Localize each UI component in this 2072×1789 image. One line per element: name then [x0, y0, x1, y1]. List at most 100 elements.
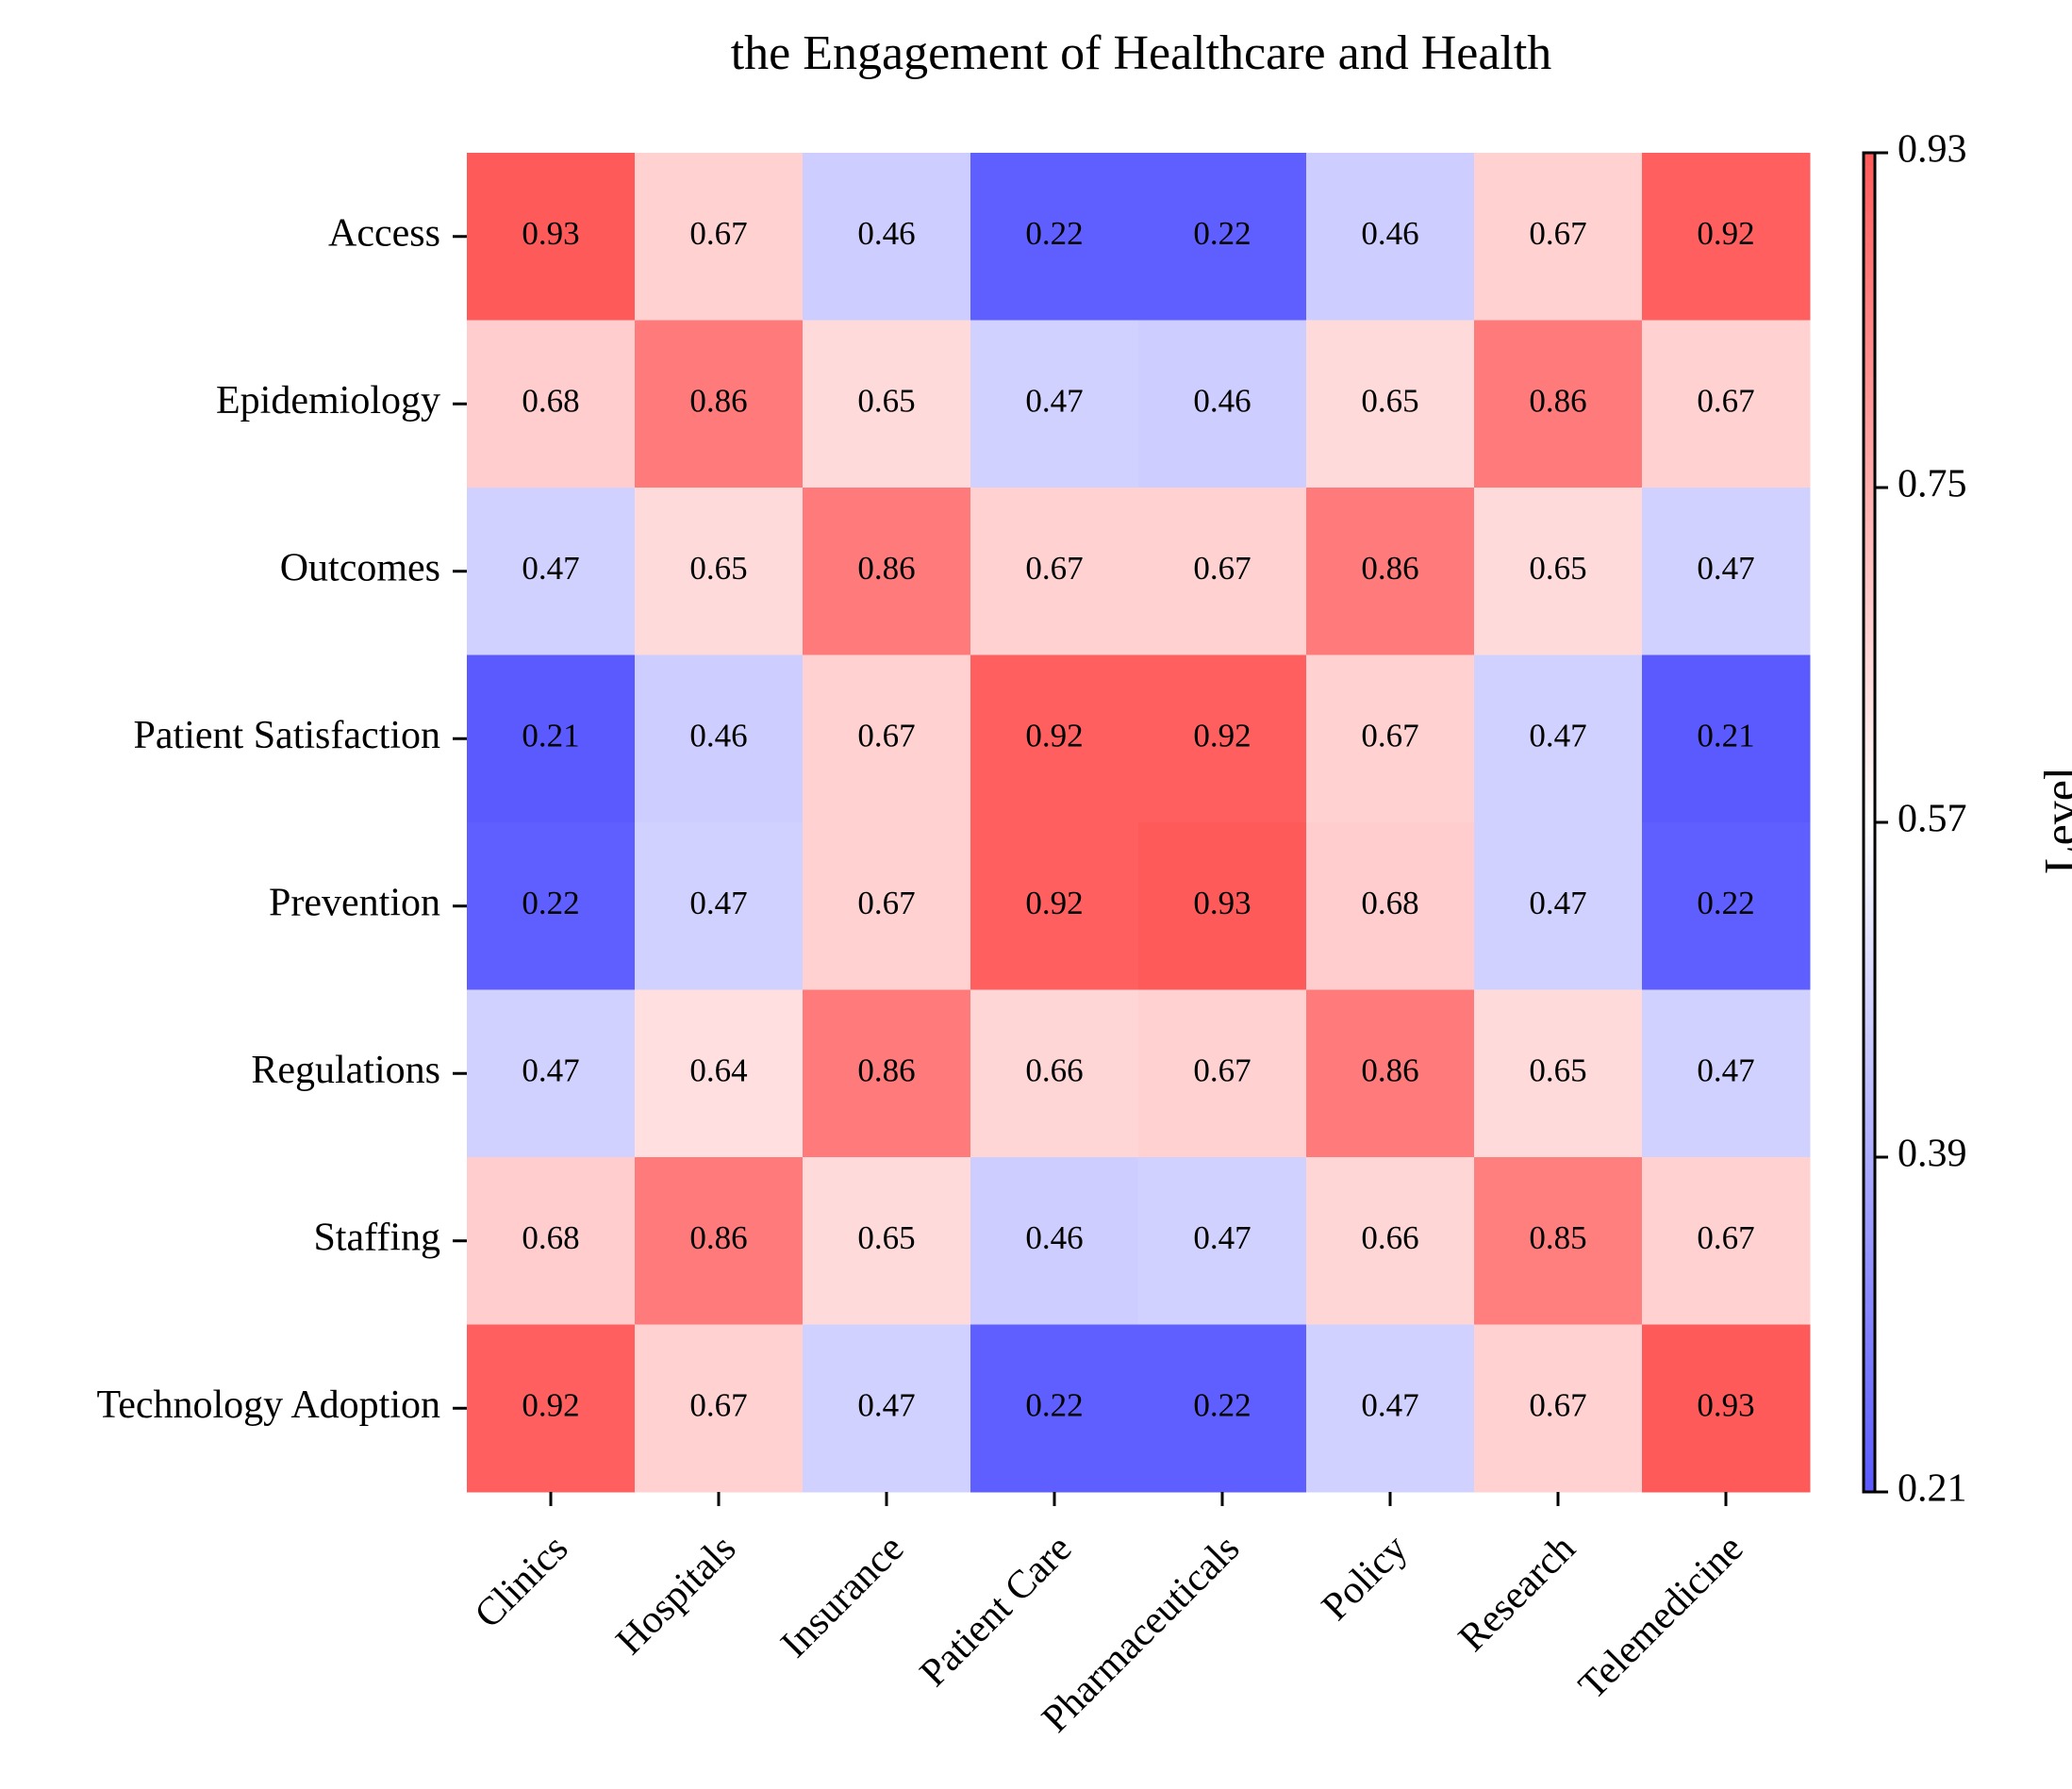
cell-value-label: 0.47	[1697, 1052, 1754, 1088]
cell-value-label: 0.46	[1361, 215, 1418, 252]
y-axis: Access Epidemiology Outcomes Patient Satisf…	[96, 211, 467, 1427]
x-tick-label: Policy	[1314, 1527, 1416, 1629]
cell-value-label: 0.47	[1529, 717, 1586, 754]
heatmap-cell	[635, 153, 804, 321]
cell-value-label: 0.64	[689, 1052, 747, 1088]
cell-value-label: 0.22	[1025, 1386, 1083, 1423]
cell-value-label: 0.86	[689, 382, 747, 419]
colorbar-label: Level	[2033, 767, 2072, 874]
heatmap-cell	[1138, 488, 1307, 655]
cell-value-label: 0.85	[1529, 1219, 1586, 1256]
cell-value-label: 0.46	[1193, 382, 1251, 419]
cell-value-label: 0.67	[1025, 550, 1083, 587]
cell-value-label: 0.68	[522, 1219, 579, 1256]
heatmap-cell	[970, 989, 1139, 1158]
heatmap-cell	[1306, 488, 1475, 655]
heatmap-cell	[970, 1157, 1139, 1325]
cell-value-label: 0.92	[1697, 215, 1754, 252]
cell-value-label: 0.65	[1529, 1052, 1586, 1088]
cell-value-label: 0.67	[1697, 1219, 1754, 1256]
heatmap-cell	[1474, 153, 1643, 321]
y-tick-label: Regulations	[251, 1049, 440, 1092]
heatmap-cell	[803, 488, 971, 655]
cell-value-label: 0.47	[522, 1052, 579, 1088]
cell-value-label: 0.47	[1697, 550, 1754, 587]
colorbar: 0.93 0.75 0.57 0.39 0.21	[1862, 128, 1967, 1511]
heatmap-cell	[1306, 822, 1475, 990]
cell-value-label: 0.67	[857, 717, 915, 754]
cell-value-label: 0.92	[522, 1386, 579, 1423]
x-axis: Clinics Hospitals Insurance Patient CarePha…	[467, 1492, 1751, 1741]
cell-value-label: 0.67	[1529, 215, 1586, 252]
heatmap-cell	[1642, 488, 1811, 655]
x-tick-label: Patient Care	[912, 1527, 1081, 1696]
heatmap-cell	[467, 153, 636, 321]
cell-value-label: 0.68	[522, 382, 579, 419]
heatmap-cell	[1642, 822, 1811, 990]
cell-value-label: 0.65	[689, 550, 747, 587]
colorbar-tick-label: 0.39	[1898, 1133, 1967, 1176]
heatmap-cell	[803, 989, 971, 1158]
cell-value-label: 0.86	[857, 550, 915, 587]
heatmap-cell	[635, 654, 804, 823]
heatmap-cell	[1474, 320, 1643, 489]
heatmap-cell	[1138, 1324, 1307, 1493]
heatmap-cell	[1642, 989, 1811, 1158]
cell-value-label: 0.92	[1193, 717, 1251, 754]
cell-value-label: 0.22	[1193, 1386, 1251, 1423]
heatmap-cell	[970, 1324, 1139, 1493]
y-tick-label: Epidemiology	[216, 379, 440, 422]
x-tick-label: Telemedicine	[1570, 1527, 1751, 1708]
cell-value-label: 0.67	[857, 885, 915, 921]
cell-value-label: 0.67	[1361, 717, 1418, 754]
heatmap-cell	[467, 1324, 636, 1493]
cell-value-label: 0.67	[1697, 382, 1754, 419]
colorbar-gradient	[1862, 151, 1877, 1494]
cell-value-label: 0.93	[1697, 1386, 1754, 1423]
heatmap-cell	[635, 1157, 804, 1325]
x-tick-label: Hospitals	[608, 1527, 745, 1664]
heatmap-cell	[467, 989, 636, 1158]
heatmap-cell	[1138, 989, 1307, 1158]
heatmap-cell	[1306, 654, 1475, 823]
cell-value-labels: 0.93 0.67 0.46 0.22 0.22 0.46 0.67 0.92 0.68 0.86…	[522, 215, 1754, 1424]
cell-value-label: 0.65	[1529, 550, 1586, 587]
heatmap-cell	[1138, 654, 1307, 823]
heatmap-cell	[803, 153, 971, 321]
cell-value-label: 0.22	[522, 885, 579, 921]
cell-value-label: 0.67	[689, 215, 747, 252]
cell-value-label: 0.92	[1025, 885, 1083, 921]
y-tick-label: Patient Satisfaction	[134, 714, 440, 757]
cell-value-label: 0.46	[689, 717, 747, 754]
cell-value-label: 0.65	[1361, 382, 1418, 419]
heatmap-cell	[1474, 822, 1643, 990]
cell-value-label: 0.65	[857, 382, 915, 419]
y-tick-label: Outcomes	[280, 546, 440, 589]
cell-value-label: 0.86	[689, 1219, 747, 1256]
x-tick-label: Insurance	[772, 1527, 912, 1666]
heatmap-cell	[467, 488, 636, 655]
heatmap-cell	[803, 320, 971, 489]
heatmap-cell	[1474, 654, 1643, 823]
cell-value-label: 0.46	[857, 215, 915, 252]
heatmap-cell	[635, 488, 804, 655]
heatmap-cell	[1138, 1157, 1307, 1325]
heatmap-cell	[467, 320, 636, 489]
heatmap-cell	[970, 654, 1139, 823]
cell-value-label: 0.66	[1361, 1219, 1418, 1256]
heatmap-cell	[970, 153, 1139, 321]
heatmap-cell	[803, 1157, 971, 1325]
cell-value-label: 0.21	[522, 717, 579, 754]
heatmap-cell	[1138, 320, 1307, 489]
heatmap-cell	[467, 822, 636, 990]
cell-value-label: 0.47	[522, 550, 579, 587]
y-tick-label: Access	[328, 211, 440, 255]
cell-value-label: 0.86	[1361, 1052, 1418, 1088]
heatmap-cell	[635, 1324, 804, 1493]
cell-value-label: 0.65	[857, 1219, 915, 1256]
heatmap-cell	[1642, 1157, 1811, 1325]
heatmap-cells	[467, 153, 1811, 1493]
heatmap-cell	[1474, 1324, 1643, 1493]
cell-value-label: 0.47	[1025, 382, 1083, 419]
heatmap-cell	[1306, 1324, 1475, 1493]
